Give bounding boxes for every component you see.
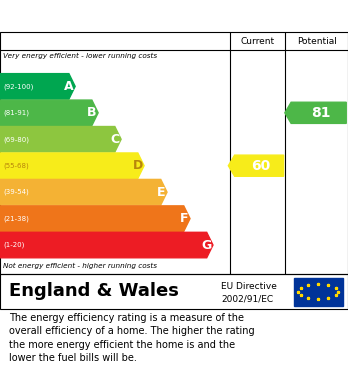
Bar [294,278,343,305]
Text: (92-100): (92-100) [3,83,34,90]
Polygon shape [0,100,98,126]
Text: England & Wales: England & Wales [9,283,179,301]
Text: (39-54): (39-54) [3,189,29,196]
Text: D: D [133,159,143,172]
Text: Potential: Potential [297,37,337,46]
Text: B: B [87,106,97,119]
Text: The energy efficiency rating is a measure of the
overall efficiency of a home. T: The energy efficiency rating is a measur… [9,313,254,363]
Polygon shape [0,206,190,231]
Text: 81: 81 [311,106,330,120]
Polygon shape [0,74,75,99]
Text: 2002/91/EC: 2002/91/EC [221,294,273,303]
Text: Energy Efficiency Rating: Energy Efficiency Rating [9,9,219,23]
Text: (21-38): (21-38) [3,215,29,222]
Text: E: E [157,186,166,199]
Text: 60: 60 [251,159,270,173]
Polygon shape [0,232,213,258]
Text: A: A [64,80,74,93]
Polygon shape [0,127,121,152]
Text: Current: Current [240,37,275,46]
Text: C: C [111,133,120,146]
Text: (81-91): (81-91) [3,109,30,116]
Text: F: F [180,212,189,225]
Polygon shape [0,153,144,178]
Polygon shape [228,155,284,176]
Text: G: G [201,239,212,251]
Text: (1-20): (1-20) [3,242,25,248]
Text: Not energy efficient - higher running costs: Not energy efficient - higher running co… [3,263,158,269]
Text: Very energy efficient - lower running costs: Very energy efficient - lower running co… [3,52,158,59]
Text: (69-80): (69-80) [3,136,30,142]
Text: (55-68): (55-68) [3,162,29,169]
Polygon shape [0,179,167,205]
Polygon shape [285,102,346,124]
Text: EU Directive: EU Directive [221,282,277,291]
